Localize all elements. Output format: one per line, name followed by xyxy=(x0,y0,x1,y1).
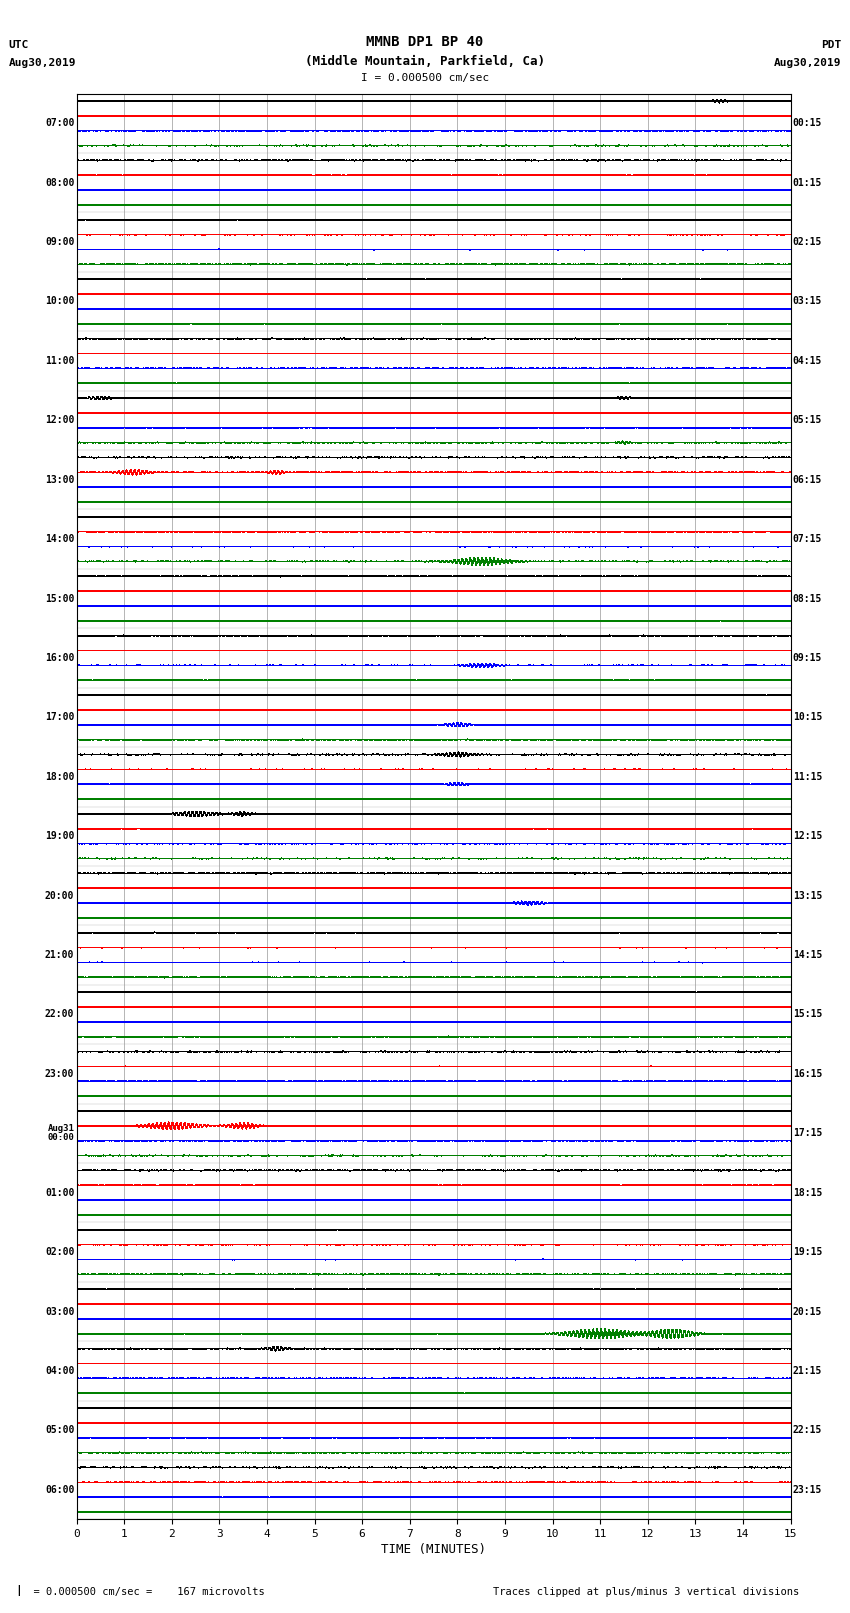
Text: 10:00: 10:00 xyxy=(45,297,74,306)
Text: 12:15: 12:15 xyxy=(793,831,822,842)
Text: 21:15: 21:15 xyxy=(793,1366,822,1376)
Text: 07:15: 07:15 xyxy=(793,534,822,544)
Text: Traces clipped at plus/minus 3 vertical divisions: Traces clipped at plus/minus 3 vertical … xyxy=(493,1587,799,1597)
Text: I = 0.000500 cm/sec: I = 0.000500 cm/sec xyxy=(361,73,489,82)
Text: 23:15: 23:15 xyxy=(793,1484,822,1495)
Text: 19:15: 19:15 xyxy=(793,1247,822,1257)
Text: 01:00: 01:00 xyxy=(45,1187,74,1198)
Text: 20:15: 20:15 xyxy=(793,1307,822,1316)
Text: 14:15: 14:15 xyxy=(793,950,822,960)
Text: 12:00: 12:00 xyxy=(45,415,74,426)
Text: 08:00: 08:00 xyxy=(45,177,74,187)
Text: 03:00: 03:00 xyxy=(45,1307,74,1316)
Text: 08:15: 08:15 xyxy=(793,594,822,603)
Text: Aug30,2019: Aug30,2019 xyxy=(8,58,76,68)
Text: 09:00: 09:00 xyxy=(45,237,74,247)
Text: 06:15: 06:15 xyxy=(793,474,822,486)
Text: 00:15: 00:15 xyxy=(793,118,822,129)
Text: |: | xyxy=(15,1586,22,1597)
Text: 15:15: 15:15 xyxy=(793,1010,822,1019)
Text: 10:15: 10:15 xyxy=(793,713,822,723)
Text: MMNB DP1 BP 40: MMNB DP1 BP 40 xyxy=(366,35,484,50)
Text: 23:00: 23:00 xyxy=(45,1069,74,1079)
Text: 02:15: 02:15 xyxy=(793,237,822,247)
Text: 20:00: 20:00 xyxy=(45,890,74,900)
Text: (Middle Mountain, Parkfield, Ca): (Middle Mountain, Parkfield, Ca) xyxy=(305,55,545,68)
Text: UTC: UTC xyxy=(8,40,29,50)
Text: 15:00: 15:00 xyxy=(45,594,74,603)
Text: 02:00: 02:00 xyxy=(45,1247,74,1257)
Text: 13:00: 13:00 xyxy=(45,474,74,486)
Text: 22:15: 22:15 xyxy=(793,1426,822,1436)
Text: 01:15: 01:15 xyxy=(793,177,822,187)
Text: 14:00: 14:00 xyxy=(45,534,74,544)
Text: 03:15: 03:15 xyxy=(793,297,822,306)
Text: 05:15: 05:15 xyxy=(793,415,822,426)
Text: Aug30,2019: Aug30,2019 xyxy=(774,58,842,68)
Text: 22:00: 22:00 xyxy=(45,1010,74,1019)
X-axis label: TIME (MINUTES): TIME (MINUTES) xyxy=(381,1544,486,1557)
Text: 05:00: 05:00 xyxy=(45,1426,74,1436)
Text: Aug31: Aug31 xyxy=(48,1124,74,1134)
Text: 11:00: 11:00 xyxy=(45,356,74,366)
Text: 04:15: 04:15 xyxy=(793,356,822,366)
Text: = 0.000500 cm/sec =    167 microvolts: = 0.000500 cm/sec = 167 microvolts xyxy=(21,1587,265,1597)
Text: 17:15: 17:15 xyxy=(793,1127,822,1139)
Text: 18:00: 18:00 xyxy=(45,771,74,782)
Text: 04:00: 04:00 xyxy=(45,1366,74,1376)
Text: 16:15: 16:15 xyxy=(793,1069,822,1079)
Text: 19:00: 19:00 xyxy=(45,831,74,842)
Text: 00:00: 00:00 xyxy=(48,1134,74,1142)
Text: 06:00: 06:00 xyxy=(45,1484,74,1495)
Text: 21:00: 21:00 xyxy=(45,950,74,960)
Text: 09:15: 09:15 xyxy=(793,653,822,663)
Text: 07:00: 07:00 xyxy=(45,118,74,129)
Text: 13:15: 13:15 xyxy=(793,890,822,900)
Text: 16:00: 16:00 xyxy=(45,653,74,663)
Text: 17:00: 17:00 xyxy=(45,713,74,723)
Text: PDT: PDT xyxy=(821,40,842,50)
Text: 11:15: 11:15 xyxy=(793,771,822,782)
Text: 18:15: 18:15 xyxy=(793,1187,822,1198)
